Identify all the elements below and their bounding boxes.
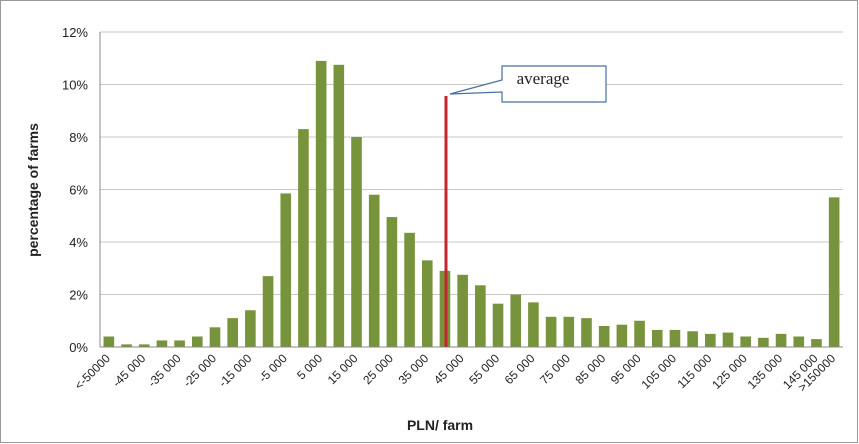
bar bbox=[793, 336, 805, 347]
bar bbox=[492, 303, 504, 347]
bar bbox=[475, 285, 486, 347]
bar bbox=[457, 274, 468, 347]
bar bbox=[315, 60, 327, 347]
y-tick-label: 0% bbox=[69, 340, 88, 355]
bar bbox=[651, 329, 663, 347]
y-tick-label: 2% bbox=[69, 288, 88, 303]
bar bbox=[510, 294, 522, 347]
y-tick-label: 4% bbox=[69, 235, 88, 250]
bar bbox=[545, 316, 557, 347]
x-axis-label: PLN/ farm bbox=[407, 417, 473, 433]
y-tick-label: 12% bbox=[62, 25, 88, 40]
bar bbox=[705, 333, 716, 347]
annotation: average bbox=[517, 69, 570, 88]
bar bbox=[333, 64, 345, 347]
bar bbox=[351, 137, 362, 347]
bar bbox=[298, 129, 309, 347]
bar bbox=[262, 276, 274, 347]
y-tick-label: 8% bbox=[69, 130, 88, 145]
bar bbox=[740, 336, 752, 347]
bar bbox=[227, 318, 238, 347]
bar bbox=[563, 316, 575, 347]
bar bbox=[245, 310, 256, 347]
bar bbox=[191, 336, 203, 347]
bar bbox=[722, 332, 734, 347]
bar bbox=[811, 339, 822, 347]
y-tick-label: 10% bbox=[62, 78, 88, 93]
bar bbox=[368, 194, 380, 347]
callout bbox=[449, 65, 607, 103]
bar bbox=[280, 193, 292, 347]
bar bbox=[775, 333, 787, 347]
bar bbox=[103, 336, 115, 347]
bar bbox=[828, 197, 840, 347]
bar bbox=[581, 318, 592, 347]
bar bbox=[598, 326, 610, 347]
bar bbox=[156, 340, 168, 347]
bar bbox=[687, 331, 698, 347]
bar bbox=[758, 337, 769, 347]
bar bbox=[138, 344, 150, 347]
bar bbox=[386, 217, 398, 347]
y-tick-label: 6% bbox=[69, 183, 88, 198]
bar bbox=[616, 324, 628, 347]
bar bbox=[121, 344, 132, 347]
bar bbox=[634, 320, 645, 347]
bar bbox=[528, 302, 539, 347]
bar bbox=[209, 327, 221, 347]
bar bbox=[404, 232, 415, 347]
bar bbox=[669, 329, 681, 347]
y-axis-label: percentage of farms bbox=[25, 123, 41, 257]
bar bbox=[421, 260, 433, 347]
bar bbox=[174, 340, 185, 347]
